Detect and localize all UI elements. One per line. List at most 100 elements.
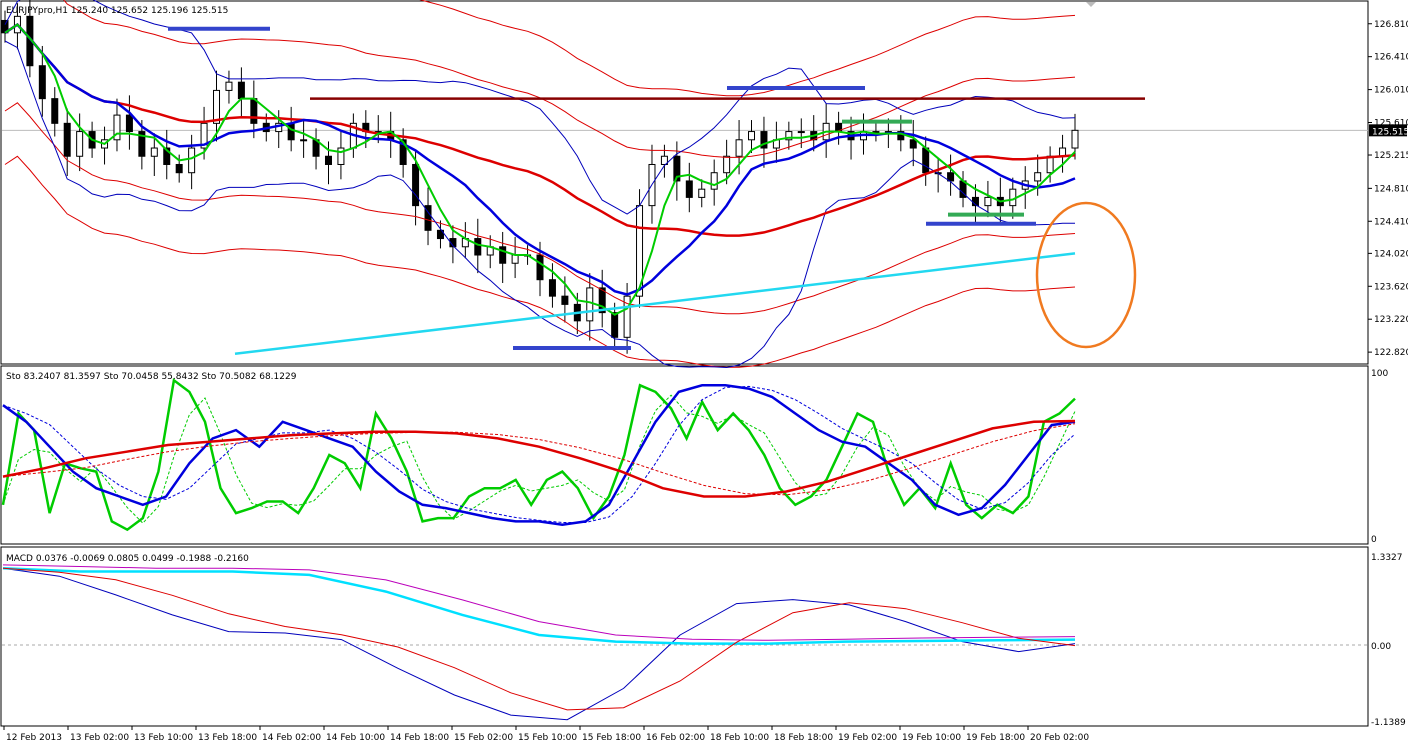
candle-body bbox=[76, 131, 84, 157]
stochastic-tick-label: 100 bbox=[1371, 369, 1388, 379]
price-tick-label: 125.610 bbox=[1374, 119, 1408, 129]
macd-signal-line bbox=[2, 567, 1076, 711]
candle-body bbox=[213, 89, 221, 124]
time-tick-label: 14 Feb 10:00 bbox=[326, 733, 385, 743]
stochastic-signal-line bbox=[2, 423, 1076, 496]
candle-body bbox=[150, 147, 158, 157]
candle-body bbox=[660, 155, 668, 165]
price-tick-label: 122.820 bbox=[1374, 348, 1408, 358]
candle-body bbox=[125, 114, 133, 133]
stochastic-signal-line bbox=[2, 394, 1076, 524]
candle-body bbox=[200, 122, 208, 149]
candle-body bbox=[63, 122, 71, 157]
candle-body bbox=[188, 147, 196, 174]
bb-outer-lower-line bbox=[4, 155, 1076, 368]
candle-body bbox=[897, 131, 905, 141]
time-tick-label: 19 Feb 18:00 bbox=[966, 733, 1025, 743]
time-tick-label: 14 Feb 02:00 bbox=[262, 733, 321, 743]
macd-pane[interactable] bbox=[0, 546, 1369, 727]
ma-fast-line bbox=[4, 23, 1076, 316]
candle-body bbox=[225, 81, 233, 91]
candle-body bbox=[175, 163, 183, 174]
macd-signal-line bbox=[2, 564, 1076, 641]
macd-tick-label: 0.00 bbox=[1371, 642, 1391, 652]
macd-tick-label: 1.3327 bbox=[1371, 553, 1403, 563]
candle-body bbox=[337, 147, 345, 165]
highlight-ellipse bbox=[1035, 201, 1137, 349]
stochastic-header: Sto 83.2407 81.3597 Sto 70.0458 55.8432 … bbox=[6, 372, 297, 382]
stochastic-pane[interactable] bbox=[0, 365, 1369, 545]
macd-line bbox=[2, 567, 1076, 721]
candle-body bbox=[436, 229, 444, 240]
candle-body bbox=[113, 114, 121, 141]
stochastic-line bbox=[1, 378, 1076, 532]
time-tick-label: 18 Feb 18:00 bbox=[774, 733, 833, 743]
candle-body bbox=[735, 139, 743, 157]
price-tick-label: 126.410 bbox=[1374, 53, 1408, 63]
candle-body bbox=[785, 131, 793, 141]
time-tick-label: 13 Feb 10:00 bbox=[134, 733, 193, 743]
ma-long-line bbox=[234, 252, 1076, 356]
candle-body bbox=[250, 98, 258, 124]
candle-body bbox=[287, 122, 295, 141]
price-tick-label: 125.215 bbox=[1374, 151, 1408, 161]
candle-body bbox=[760, 131, 768, 149]
candle-body bbox=[947, 172, 955, 182]
candle-body bbox=[623, 295, 631, 338]
candle-body bbox=[399, 139, 407, 165]
candle-body bbox=[38, 65, 46, 100]
candle-body bbox=[698, 188, 706, 198]
time-tick-label: 19 Feb 10:00 bbox=[902, 733, 961, 743]
macd-tick-label: -1.1389 bbox=[1371, 718, 1406, 728]
candle-body bbox=[51, 98, 59, 124]
shift-marker-icon[interactable] bbox=[1086, 2, 1096, 7]
stochastic-line bbox=[2, 419, 1076, 498]
price-tick-label: 124.810 bbox=[1374, 184, 1408, 194]
price-tick-label: 126.010 bbox=[1374, 86, 1408, 96]
candle-body bbox=[424, 205, 432, 231]
candle-body bbox=[1046, 155, 1054, 174]
time-tick-label: 14 Feb 18:00 bbox=[390, 733, 449, 743]
candle-body bbox=[511, 254, 519, 264]
stochastic-tick-label: 0 bbox=[1371, 535, 1377, 545]
price-tick-label: 124.020 bbox=[1374, 249, 1408, 259]
candle-body bbox=[797, 131, 805, 134]
candle-body bbox=[163, 147, 171, 165]
time-tick-label: 15 Feb 18:00 bbox=[582, 733, 641, 743]
time-tick-label: 15 Feb 02:00 bbox=[454, 733, 513, 743]
candle-body bbox=[586, 287, 594, 322]
candle-body bbox=[748, 131, 756, 141]
candle-body bbox=[984, 196, 992, 207]
candle-body bbox=[598, 287, 606, 314]
candle-body bbox=[685, 180, 693, 198]
candle-body bbox=[474, 238, 482, 256]
price-layer bbox=[1, 0, 1368, 369]
price-tick-label: 123.220 bbox=[1374, 315, 1408, 325]
candle-body bbox=[237, 81, 245, 100]
time-tick-label: 18 Feb 10:00 bbox=[710, 733, 769, 743]
candle-body bbox=[922, 147, 930, 174]
candle-body bbox=[872, 131, 880, 134]
candle-body bbox=[909, 139, 917, 149]
stochastic-signal-line bbox=[2, 385, 1076, 523]
candle-body bbox=[723, 155, 731, 174]
current-price-label: 125.515 bbox=[1372, 127, 1408, 137]
bb-outer-upper-line bbox=[419, 0, 1076, 97]
candle-body bbox=[138, 131, 146, 157]
axis-layer: 126.810 126.410 126.010 125.610 125.215 124.8… bbox=[3, 20, 1408, 743]
candle-body bbox=[499, 246, 507, 264]
price-tick-label: 124.410 bbox=[1374, 217, 1408, 227]
candle-body bbox=[710, 172, 718, 190]
current-price-box bbox=[1369, 124, 1407, 137]
candle-body bbox=[536, 254, 544, 281]
bb-mid-lower-line bbox=[4, 102, 1076, 315]
macd-header: MACD 0.0376 -0.0069 0.0805 0.0499 -0.198… bbox=[6, 554, 249, 564]
candle-body bbox=[1034, 172, 1042, 182]
time-tick-label: 12 Feb 2013 bbox=[6, 733, 62, 743]
symbol-header: EURJPYpro,H1 125.240 125.652 125.196 125… bbox=[6, 6, 228, 16]
time-tick-label: 19 Feb 02:00 bbox=[838, 733, 897, 743]
stochastic-layer bbox=[1, 378, 1076, 532]
candle-body bbox=[1071, 129, 1079, 149]
time-tick-label: 15 Feb 10:00 bbox=[518, 733, 577, 743]
